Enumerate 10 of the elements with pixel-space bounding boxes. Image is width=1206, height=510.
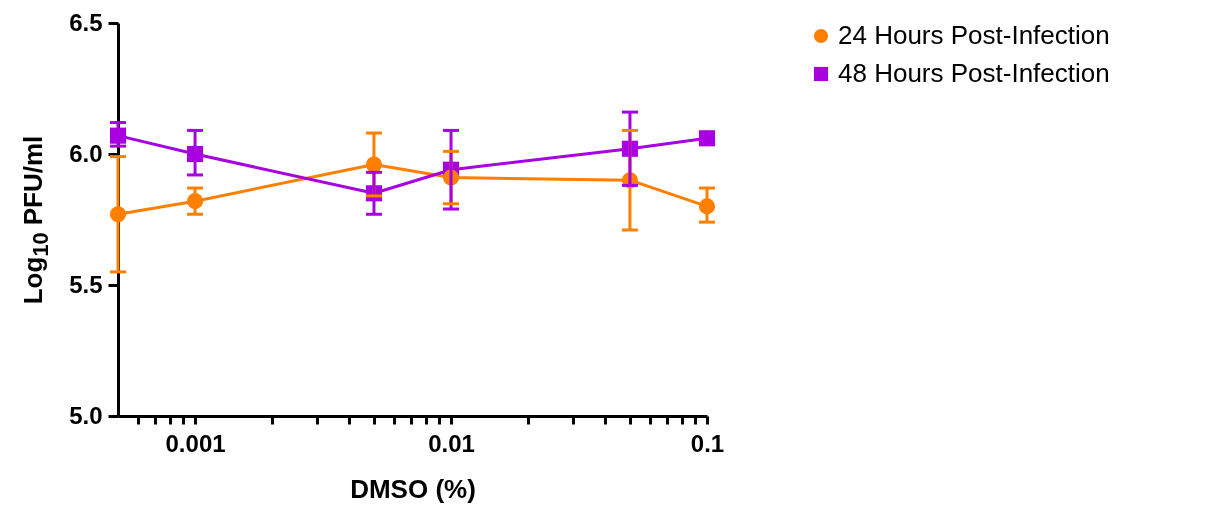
x-axis-title: DMSO (%): [350, 473, 476, 504]
y-tick-label: 5.0: [69, 401, 103, 429]
legend-label: 24 Hours Post-Infection: [838, 20, 1110, 50]
legend-label: 48 Hours Post-Infection: [838, 58, 1110, 88]
x-tick-label: 0.001: [165, 429, 226, 457]
y-tick-label: 6.5: [69, 8, 103, 36]
y-tick-label: 5.5: [69, 270, 103, 298]
x-tick-label: 0.01: [428, 429, 475, 457]
y-tick-label: 6.0: [69, 139, 103, 167]
x-tick-label: 0.1: [690, 429, 725, 457]
